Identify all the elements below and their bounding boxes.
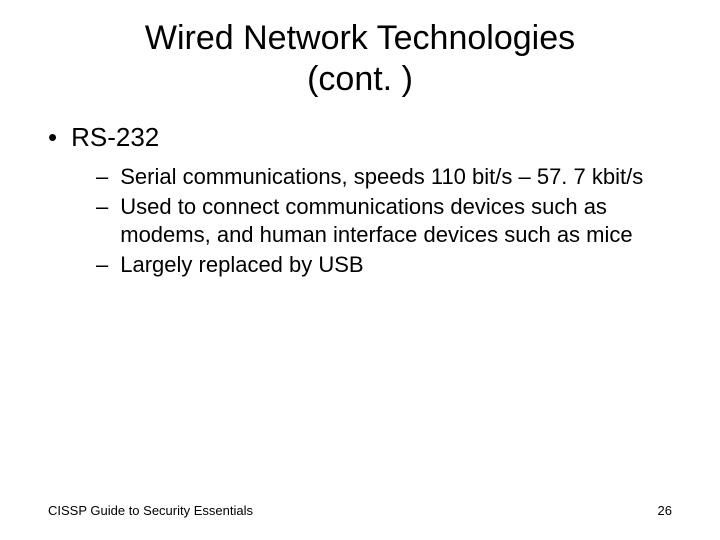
bullet-marker-l2: – — [96, 193, 108, 221]
footer-left-text: CISSP Guide to Security Essentials — [48, 503, 253, 518]
bullet-level2: – Used to connect communications devices… — [96, 193, 660, 249]
title-line-1: Wired Network Technologies — [145, 19, 575, 57]
bullet-text-l2: Serial communications, speeds 110 bit/s … — [120, 163, 660, 191]
slide-number: 26 — [658, 503, 672, 518]
bullet-text-l1: RS-232 — [71, 122, 159, 153]
bullet-text-l2: Largely replaced by USB — [120, 251, 660, 279]
bullet-level2: – Serial communications, speeds 110 bit/… — [96, 163, 660, 191]
slide-footer: CISSP Guide to Security Essentials 26 — [48, 503, 672, 518]
bullet-marker-l2: – — [96, 163, 108, 191]
bullet-marker-l1: • — [48, 122, 57, 153]
bullet-marker-l2: – — [96, 251, 108, 279]
bullet-text-l2: Used to connect communications devices s… — [120, 193, 660, 249]
slide-title: Wired Network Technologies (cont. ) — [40, 18, 680, 100]
bullet-level1: • RS-232 — [48, 122, 680, 153]
bullet-level2: – Largely replaced by USB — [96, 251, 660, 279]
title-line-2: (cont. ) — [307, 60, 413, 98]
slide-container: Wired Network Technologies (cont. ) • RS… — [0, 0, 720, 540]
